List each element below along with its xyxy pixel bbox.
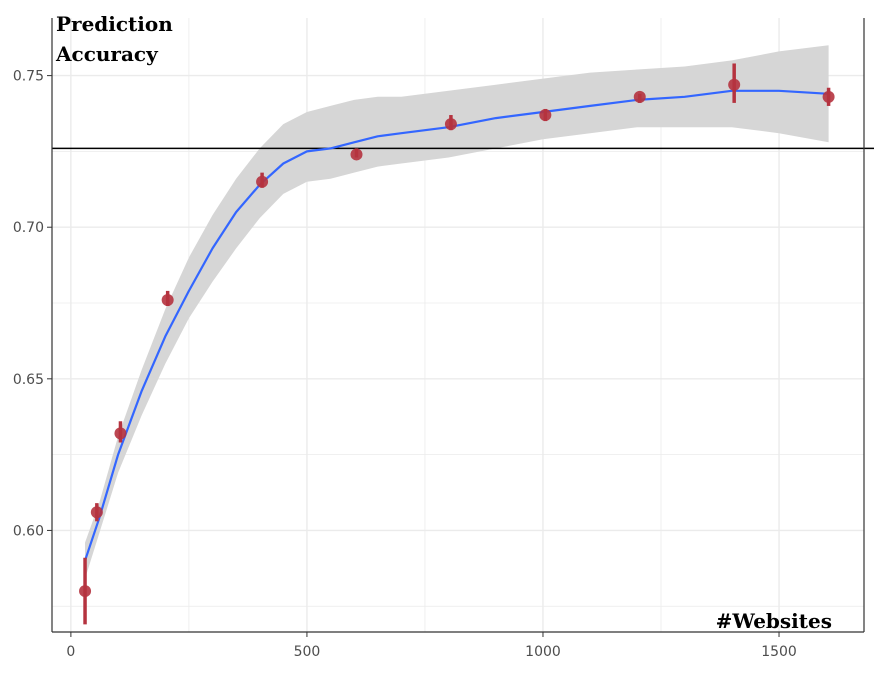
smooth-line-layer <box>83 89 829 562</box>
data-point <box>350 148 363 161</box>
ribbon-layer <box>85 45 829 579</box>
x-tick-label: 500 <box>294 644 321 660</box>
y-axis-label-line-1: Prediction <box>56 12 173 36</box>
data-point <box>114 427 127 440</box>
data-point <box>79 585 92 598</box>
data-point <box>90 506 103 519</box>
points-layer <box>79 63 835 625</box>
label-layer: Prediction Accuracy #Websites <box>55 12 832 633</box>
x-tick-label: 1500 <box>761 644 797 660</box>
data-point <box>539 109 552 122</box>
axis-layer: 0.60 0.65 0.70 0.75 0 500 1000 1500 <box>13 18 865 660</box>
data-point <box>633 90 646 103</box>
y-tick-label: 0.70 <box>13 220 44 236</box>
x-axis-label: #Websites <box>716 609 832 633</box>
confidence-ribbon <box>85 45 829 579</box>
data-point <box>161 293 174 306</box>
smooth-trend-line <box>83 89 829 562</box>
y-tick-label: 0.75 <box>13 69 44 85</box>
data-point <box>444 118 457 131</box>
x-tick-label: 0 <box>66 644 75 660</box>
y-tick-label: 0.65 <box>13 372 44 388</box>
data-point <box>256 175 269 188</box>
y-tick-label: 0.60 <box>13 523 44 539</box>
data-point <box>822 90 835 103</box>
x-tick-label: 1000 <box>525 644 561 660</box>
data-point <box>728 78 741 91</box>
y-axis-label-line-2: Accuracy <box>55 42 159 66</box>
